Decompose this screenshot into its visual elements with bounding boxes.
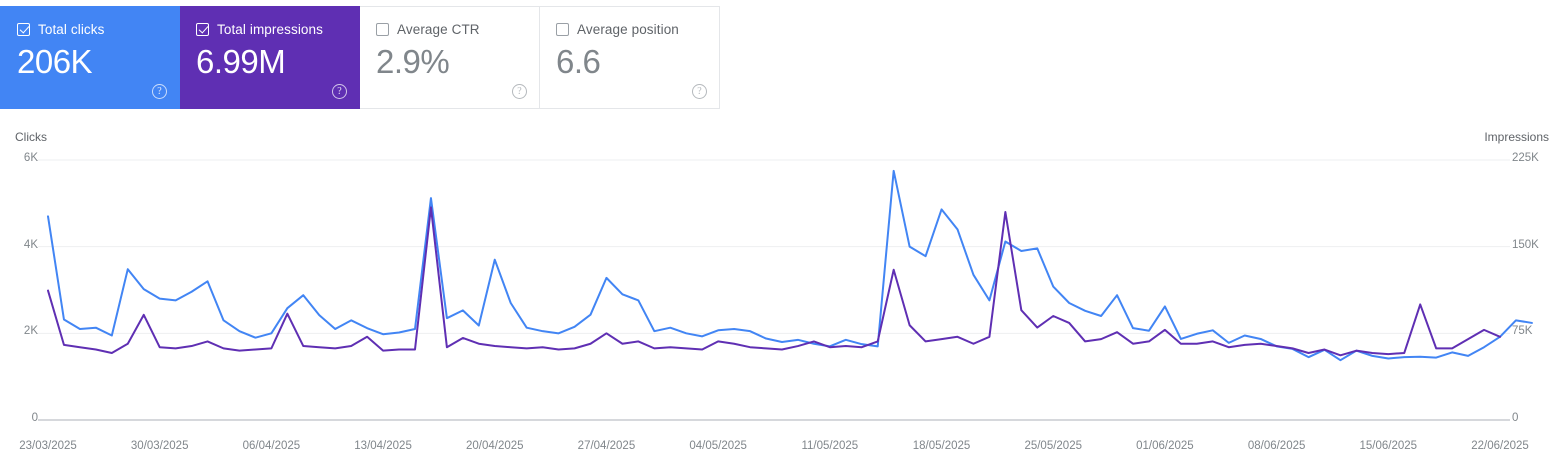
checkbox-average-ctr[interactable]	[376, 23, 389, 36]
metric-card-total-clicks[interactable]: Total clicks 206K ?	[0, 6, 180, 109]
x-axis-date-label: 25/05/2025	[1024, 440, 1082, 452]
metric-card-average-position[interactable]: Average position 6.6 ?	[540, 6, 720, 109]
series-line-impressions	[47, 206, 1501, 357]
metric-value-total-impressions: 6.99M	[196, 43, 286, 80]
checkbox-total-clicks[interactable]	[17, 23, 30, 36]
left-tick-label: 4K	[23, 238, 38, 251]
series-line-clicks	[47, 169, 1533, 362]
performance-chart[interactable]: Clicks Impressions 6K 4K 2K 0 225K 150K 75K 0 …	[0, 130, 1557, 474]
metric-label-average-position: Average position	[577, 22, 679, 37]
right-tick-label: 225K	[1512, 152, 1539, 164]
metric-card-total-impressions[interactable]: Total impressions 6.99M ?	[180, 6, 360, 109]
metric-card-header: Total impressions	[196, 21, 343, 38]
metric-label-total-impressions: Total impressions	[217, 22, 323, 37]
metric-card-header: Total clicks	[17, 21, 163, 38]
x-axis-date-label: 06/04/2025	[242, 440, 301, 452]
x-axis-date-label: 20/04/2025	[465, 440, 524, 452]
right-tick-label: 75K	[1512, 325, 1533, 338]
metric-card-header: Average position	[556, 21, 703, 38]
metric-cards: Total clicks 206K ? Total impressions 6.…	[0, 6, 720, 109]
left-axis-title: Clicks	[15, 130, 47, 144]
metric-card-header: Average CTR	[376, 21, 523, 38]
x-axis-date-label: 30/03/2025	[130, 440, 189, 452]
help-icon[interactable]: ?	[512, 84, 527, 99]
right-tick-label: 0	[1512, 412, 1519, 424]
chart-plot-area	[38, 159, 1533, 421]
right-tick-label: 150K	[1512, 238, 1539, 251]
left-tick-label: 2K	[23, 325, 38, 338]
x-axis-date-label: 04/05/2025	[689, 440, 747, 452]
checkbox-total-impressions[interactable]	[196, 23, 209, 36]
x-axis-date-label: 11/05/2025	[801, 440, 859, 452]
checkbox-average-position[interactable]	[556, 23, 569, 36]
x-axis-date-label: 13/04/2025	[354, 440, 412, 452]
left-tick-label: 0	[31, 412, 38, 424]
left-tick-label: 6K	[23, 152, 38, 164]
x-axis-date-label: 08/06/2025	[1247, 440, 1306, 452]
help-icon[interactable]: ?	[152, 84, 167, 99]
metric-value-total-clicks: 206K	[17, 43, 93, 80]
x-axis-date-label: 27/04/2025	[577, 440, 636, 452]
x-axis-date-label: 01/06/2025	[1136, 440, 1194, 452]
metric-value-average-position: 6.6	[556, 43, 601, 80]
x-axis-date-label: 18/05/2025	[912, 440, 971, 452]
help-icon[interactable]: ?	[692, 84, 707, 99]
metric-card-average-ctr[interactable]: Average CTR 2.9% ?	[360, 6, 540, 109]
metric-label-average-ctr: Average CTR	[397, 22, 480, 37]
x-axis-date-label: 22/06/2025	[1471, 440, 1529, 452]
help-icon[interactable]: ?	[332, 84, 347, 99]
right-axis-title: Impressions	[1484, 130, 1549, 144]
metric-label-total-clicks: Total clicks	[38, 22, 105, 37]
metric-value-average-ctr: 2.9%	[376, 43, 450, 80]
x-axis-date-label: 23/03/2025	[19, 440, 77, 452]
x-axis-date-label: 15/06/2025	[1359, 440, 1418, 452]
